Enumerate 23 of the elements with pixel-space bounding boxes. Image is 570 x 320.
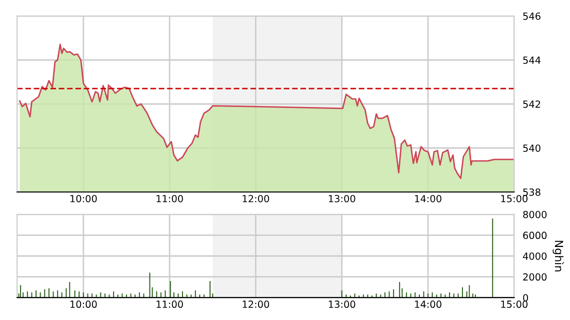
- x-tick-label: 13:00: [328, 300, 356, 308]
- x-tick-label: 11:00: [156, 194, 183, 202]
- y-tick-label: 4000: [522, 252, 547, 260]
- x-tick-label: 11:00: [156, 300, 183, 308]
- x-tick-label: 14:00: [415, 300, 442, 308]
- y-tick-label: 8000: [523, 210, 547, 218]
- x-tick-label: 15:00: [501, 194, 528, 202]
- x-tick-label: 15:00: [501, 300, 528, 308]
- y-tick-label: 544: [523, 56, 540, 64]
- y-tick-label: 546: [523, 12, 540, 20]
- y-tick-label: 540: [523, 144, 540, 152]
- x-tick-label: 12:00: [242, 194, 270, 202]
- y-tick-label: 0: [523, 294, 528, 302]
- y-tick-label: 542: [523, 100, 540, 108]
- y-tick-label: 2000: [523, 273, 547, 281]
- x-tick-label: 12:00: [242, 300, 270, 308]
- y-axis-title: Nghìn: [552, 240, 564, 272]
- x-tick-label: 10:00: [70, 194, 97, 202]
- y-tick-label: 538: [523, 188, 540, 196]
- x-tick-label: 10:00: [70, 300, 97, 308]
- y-tick-label: 6000: [523, 232, 547, 240]
- x-tick-label: 14:00: [415, 194, 442, 202]
- x-tick-label: 13:00: [328, 194, 356, 202]
